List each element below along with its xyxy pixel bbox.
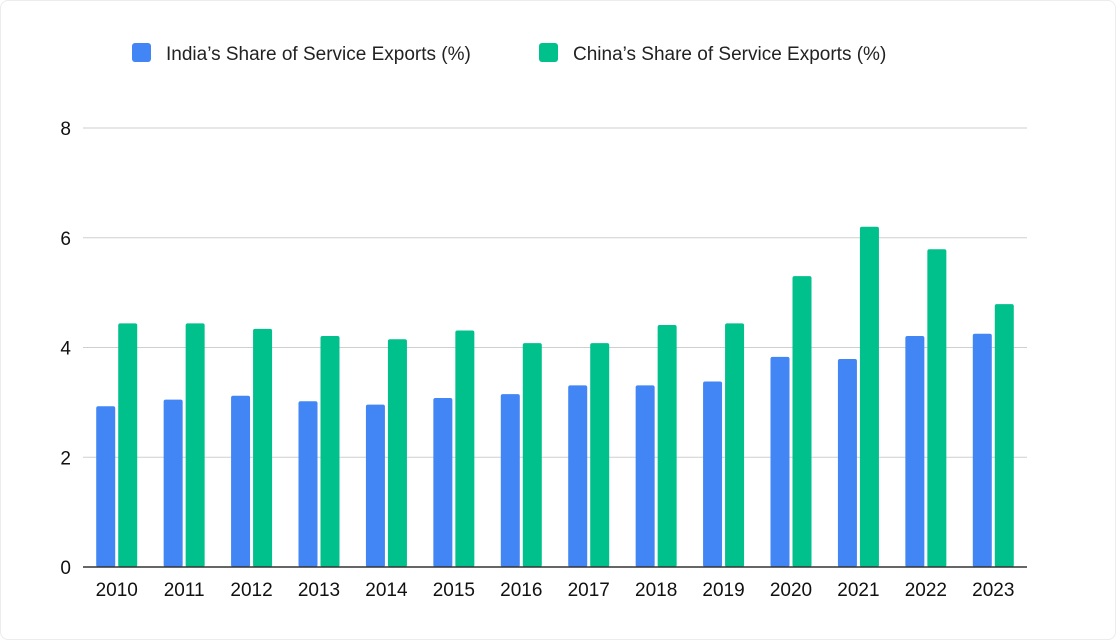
x-tick-label: 2023 — [972, 580, 1014, 601]
x-tick-label: 2010 — [96, 580, 138, 601]
x-tick-label: 2021 — [837, 580, 879, 601]
y-tick-label: 8 — [60, 119, 71, 140]
bar-india-2014 — [365, 404, 385, 567]
legend-swatch — [539, 43, 558, 62]
bar-india-2020 — [770, 356, 790, 567]
x-tick-label: 2019 — [702, 580, 744, 601]
bar-india-2017 — [568, 385, 588, 567]
bar-india-2010 — [96, 406, 116, 567]
bar-china-2023 — [994, 304, 1014, 567]
bar-china-2021 — [859, 226, 879, 567]
bar-china-2019 — [725, 323, 745, 567]
legend: India’s Share of Service Exports (%) Chin… — [132, 43, 886, 65]
bar-india-2019 — [703, 381, 723, 567]
x-tick-label: 2015 — [433, 580, 475, 601]
bar-china-2017 — [590, 343, 610, 567]
x-tick-label: 2022 — [905, 580, 947, 601]
bar-india-2023 — [972, 333, 992, 567]
y-tick-label: 2 — [60, 448, 71, 469]
grid-lines — [83, 127, 1027, 458]
x-tick-label: 2016 — [500, 580, 542, 601]
bar-china-2012 — [253, 328, 273, 567]
bar-india-2018 — [635, 385, 655, 567]
bar-china-2015 — [455, 330, 475, 567]
x-tick-label: 2020 — [770, 580, 812, 601]
bar-china-2020 — [792, 276, 812, 567]
y-tick-label: 4 — [60, 339, 71, 360]
x-tick-label: 2018 — [635, 580, 677, 601]
bar-india-2013 — [298, 401, 318, 567]
x-axis-ticks: 2010 2011 2012 2013 2014 2015 2016 2017 2018 2019… — [96, 580, 1015, 601]
bar-china-2018 — [657, 325, 677, 567]
bar-china-2016 — [522, 343, 542, 567]
y-tick-label: 0 — [60, 558, 71, 579]
x-tick-label: 2012 — [230, 580, 272, 601]
legend-swatch — [132, 43, 151, 62]
bar-india-2021 — [837, 359, 857, 567]
bar-india-2011 — [163, 399, 183, 567]
bar-india-2016 — [500, 394, 520, 567]
x-tick-label: 2013 — [298, 580, 340, 601]
y-tick-label: 6 — [60, 229, 71, 250]
bar-india-2022 — [905, 335, 925, 567]
bar-china-2010 — [118, 323, 138, 567]
y-axis-ticks: 0 2 4 6 8 — [60, 119, 71, 579]
bar-china-2011 — [185, 323, 205, 567]
legend-label: China’s Share of Service Exports (%) — [573, 44, 886, 65]
bar-china-2022 — [927, 249, 947, 567]
bar-india-2015 — [433, 397, 453, 567]
bar-china-2013 — [320, 335, 340, 567]
bar-china-2014 — [387, 339, 407, 567]
bars — [96, 226, 1014, 567]
bar-india-2012 — [231, 395, 251, 567]
x-tick-label: 2014 — [365, 580, 408, 601]
x-tick-label: 2011 — [164, 580, 205, 601]
legend-label: India’s Share of Service Exports (%) — [166, 44, 471, 65]
x-tick-label: 2017 — [568, 580, 610, 601]
